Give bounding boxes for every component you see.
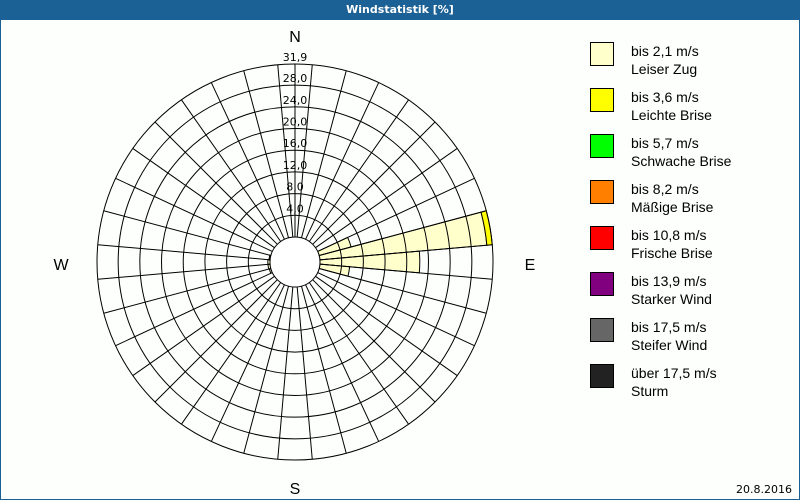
- legend-swatch: [590, 42, 614, 66]
- grid-spoke: [132, 148, 275, 249]
- legend-label: bis 3,6 m/s Leichte Brise: [631, 88, 712, 124]
- legend-label: bis 2,1 m/s Leiser Zug: [631, 42, 699, 78]
- legend-class-name: Schwache Brise: [631, 153, 732, 169]
- legend-swatch: [590, 364, 614, 388]
- legend-class-name: Leiser Zug: [631, 61, 698, 77]
- legend-label: bis 5,7 m/s Schwache Brise: [631, 134, 731, 170]
- grid-spoke: [308, 282, 409, 425]
- grid-spoke: [319, 210, 487, 257]
- label-east: E: [525, 257, 536, 274]
- legend-swatch: [590, 134, 614, 158]
- grid-spoke: [210, 284, 285, 442]
- grid-spoke: [305, 284, 380, 442]
- legend-range: bis 13,9 m/s: [631, 273, 707, 289]
- grid-spoke: [103, 267, 271, 314]
- grid-spoke: [300, 70, 347, 238]
- radial-tick-label: 16,0: [283, 137, 308, 150]
- radial-tick-label: 12,0: [283, 159, 308, 172]
- grid-spoke: [181, 282, 282, 425]
- legend-class-name: Starker Wind: [631, 291, 712, 307]
- grid-spoke: [315, 148, 458, 249]
- grid-spoke: [154, 279, 278, 403]
- label-west: W: [53, 257, 69, 274]
- legend-swatch: [590, 88, 614, 112]
- grid-spoke: [300, 286, 347, 454]
- grid-spoke: [317, 177, 475, 252]
- radial-tick-label: 31,9: [283, 51, 308, 64]
- grid-spoke: [296, 64, 313, 238]
- grid-spoke: [305, 82, 380, 240]
- radial-tick-label: 28,0: [283, 72, 308, 85]
- label-north: N: [289, 29, 301, 46]
- legend-label: bis 17,5 m/s Steifer Wind: [631, 318, 707, 354]
- legend-range: bis 5,7 m/s: [631, 135, 699, 151]
- legend-range: bis 3,6 m/s: [631, 89, 699, 105]
- legend-range: bis 2,1 m/s: [631, 43, 699, 59]
- grid-spoke: [319, 244, 493, 261]
- legend-swatch: [590, 180, 614, 204]
- legend-label: bis 10,8 m/s Frische Brise: [631, 226, 713, 262]
- legend-swatch: [590, 318, 614, 342]
- grid-spoke: [312, 121, 436, 245]
- legend-range: bis 8,2 m/s: [631, 181, 699, 197]
- legend-label: bis 13,9 m/s Starker Wind: [631, 272, 712, 308]
- radial-tick-label: 4,0: [286, 202, 304, 215]
- label-south: S: [290, 481, 301, 498]
- date-label: 20.8.2016: [736, 483, 792, 496]
- title-bar: Windstatistik [%]: [0, 0, 800, 20]
- center-circle: [269, 236, 321, 288]
- radial-tick-label: 20,0: [283, 116, 308, 129]
- grid-spoke: [210, 82, 285, 240]
- legend-swatch: [590, 226, 614, 250]
- grid-spoke: [319, 263, 493, 280]
- grid-spoke: [154, 121, 278, 245]
- grid-spoke: [115, 177, 273, 252]
- grid-spoke: [97, 244, 271, 261]
- grid-spoke: [243, 286, 290, 454]
- legend-range: bis 10,8 m/s: [631, 227, 707, 243]
- grid-spoke: [312, 279, 436, 403]
- legend-class-name: Frische Brise: [631, 245, 713, 261]
- legend-range: über 17,5 m/s: [631, 365, 717, 381]
- grid-spoke: [132, 275, 275, 376]
- radial-tick-label: 8,0: [286, 181, 304, 194]
- grid-spoke: [243, 70, 290, 238]
- grid-spoke: [277, 286, 294, 460]
- grid-spoke: [181, 99, 282, 242]
- legend-class-name: Leichte Brise: [631, 107, 712, 123]
- radial-tick-label: 24,0: [283, 94, 308, 107]
- grid-spoke: [296, 286, 313, 460]
- grid-spoke: [115, 272, 273, 347]
- grid-spoke: [277, 64, 294, 238]
- grid-spoke: [315, 275, 458, 376]
- legend-label: über 17,5 m/s Sturm: [631, 364, 717, 400]
- grid-spoke: [319, 267, 487, 314]
- legend-class-name: Steifer Wind: [631, 337, 708, 353]
- grid-spoke: [97, 263, 271, 280]
- legend-class-name: Mäßige Brise: [631, 199, 714, 215]
- grid-spoke: [308, 99, 409, 242]
- legend-class-name: Sturm: [631, 383, 669, 399]
- grid-spoke: [103, 210, 271, 257]
- legend-label: bis 8,2 m/s Mäßige Brise: [631, 180, 713, 216]
- legend-swatch: [590, 272, 614, 296]
- legend-range: bis 17,5 m/s: [631, 319, 707, 335]
- grid-spoke: [317, 272, 475, 347]
